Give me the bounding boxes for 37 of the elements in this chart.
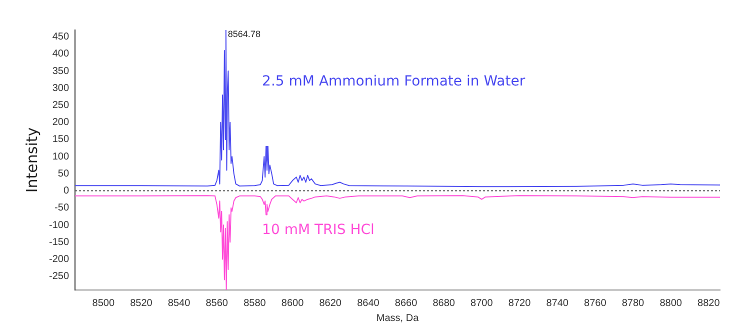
- y-tick-label: 250: [52, 100, 70, 112]
- y-tick-label: -250: [49, 271, 70, 282]
- y-tick-label: 0: [63, 186, 70, 197]
- x-tick-label: 8520: [130, 298, 153, 309]
- y-tick-label: -50: [54, 202, 70, 214]
- x-tick-label: 8560: [206, 298, 228, 309]
- x-tick-label: 8720: [508, 298, 532, 309]
- x-tick-label: 8800: [660, 298, 682, 309]
- y-tick-label: 150: [52, 134, 70, 146]
- series-label: 10 mM TRIS HCl: [262, 222, 374, 238]
- x-tick-label: 8660: [394, 298, 418, 309]
- x-tick-label: 8740: [546, 298, 569, 309]
- y-tick-label: 50: [58, 168, 70, 180]
- y-tick-label: 450: [52, 32, 70, 43]
- x-tick-label: 8500: [92, 298, 115, 309]
- x-tick-label: 8640: [357, 298, 380, 309]
- x-tick-label: 8620: [319, 298, 342, 309]
- x-tick-label: 8600: [281, 298, 304, 309]
- y-tick-label: 300: [52, 82, 70, 94]
- y-tick-label: 350: [52, 66, 70, 77]
- x-axis-title: Mass, Da: [376, 312, 420, 324]
- x-tick-label: 8760: [584, 298, 607, 309]
- y-tick-label: 100: [52, 151, 70, 162]
- y-axis-title: Intensity: [22, 127, 41, 193]
- x-tick-label: 8820: [698, 298, 720, 309]
- y-tick-label: -200: [49, 254, 70, 265]
- y-tick-label: -150: [49, 236, 70, 248]
- y-tick-label: -100: [49, 220, 70, 231]
- y-tick-label: 400: [52, 48, 70, 60]
- annotation: 8564.78: [228, 28, 260, 39]
- y-tick-label: 200: [52, 117, 70, 128]
- x-tick-label: 8780: [622, 298, 645, 309]
- x-tick-label: 8540: [168, 298, 191, 309]
- x-tick-label: 8680: [432, 298, 456, 309]
- x-tick-label: 8700: [470, 298, 494, 309]
- text: 2.5 mM Ammonium Formate in Water: [262, 74, 526, 90]
- x-tick-label: 8580: [244, 298, 266, 309]
